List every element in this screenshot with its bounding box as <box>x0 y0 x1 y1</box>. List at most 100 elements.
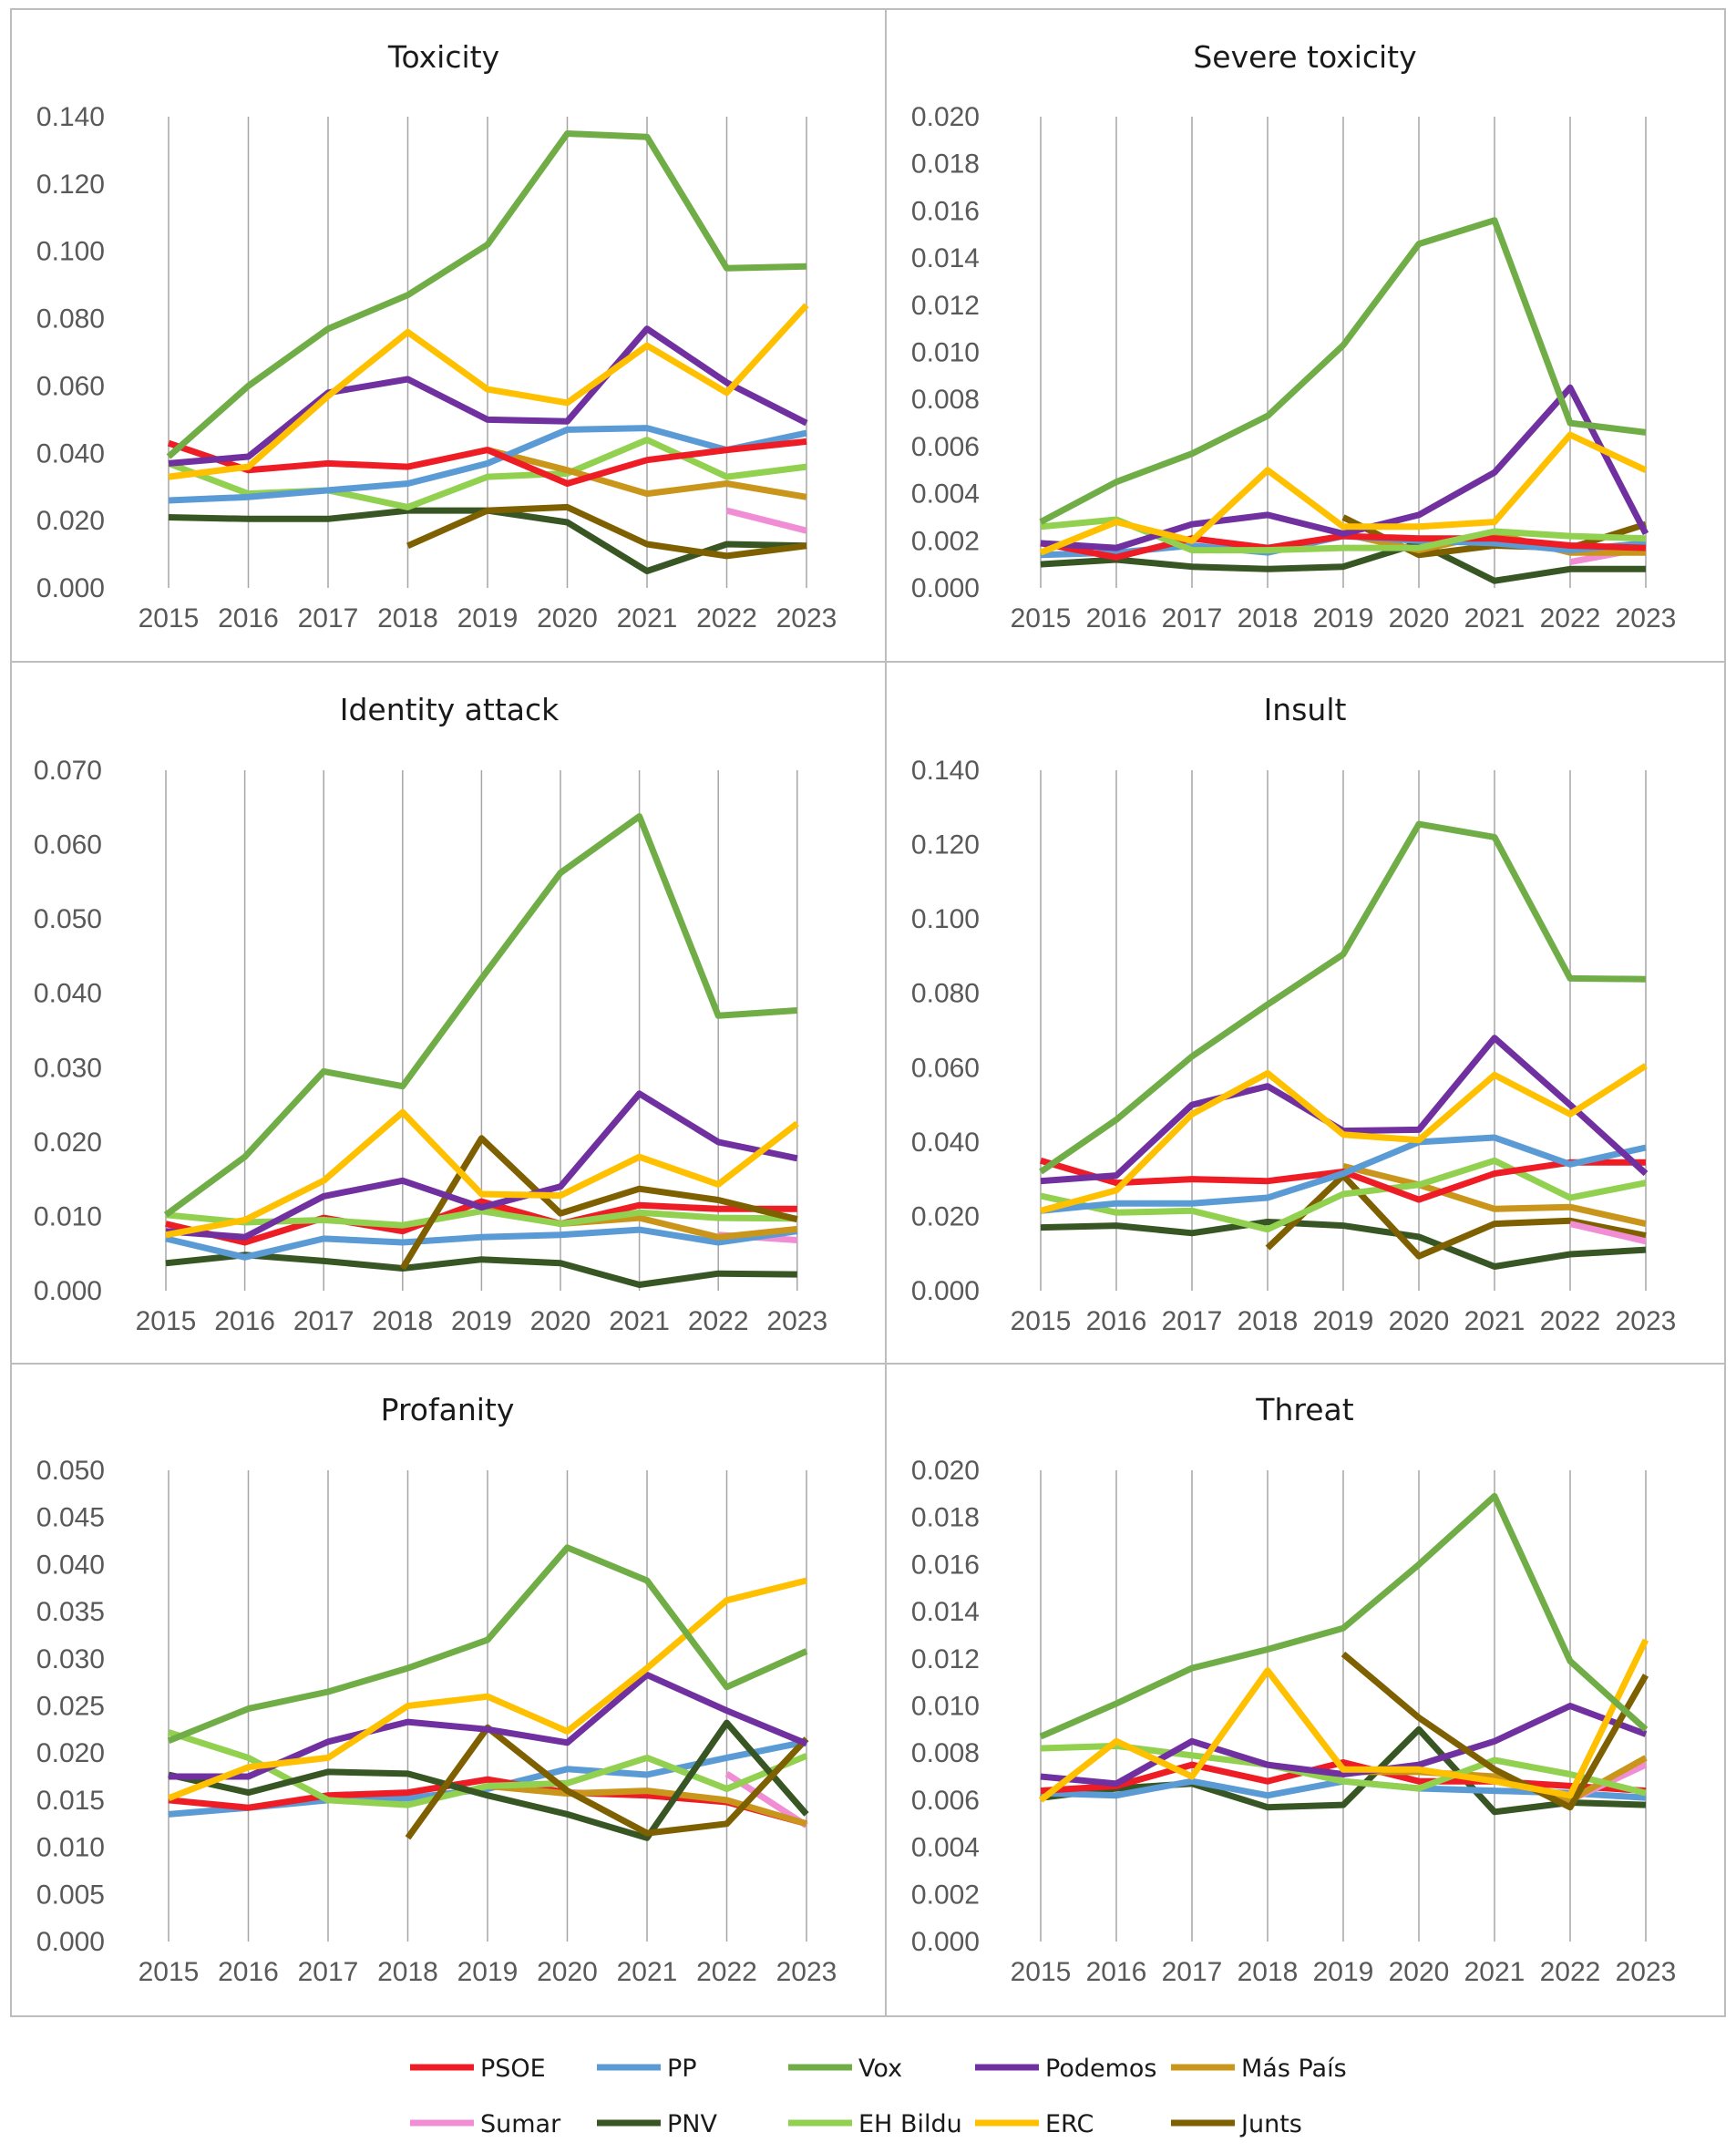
series-line-junts <box>405 1724 809 1840</box>
series-line-pnv <box>1040 1725 1647 1816</box>
series-line-eh-bildu <box>167 1729 808 1808</box>
series-line-pnv <box>165 1252 797 1288</box>
x-tick-label: 2022 <box>1540 1306 1601 1336</box>
legend-label: Más País <box>1241 2055 1347 2083</box>
x-tick-label: 2019 <box>451 1306 512 1336</box>
y-tick-label: 0.000 <box>34 1276 102 1306</box>
x-tick-label: 2020 <box>1389 1306 1450 1336</box>
series-line-pp <box>168 425 807 504</box>
x-tick-label: 2022 <box>1540 1957 1601 1987</box>
series-line-pnv <box>1040 540 1646 584</box>
y-tick-label: 0.070 <box>34 756 102 786</box>
series-line-psoe <box>167 438 807 487</box>
series-line-vox <box>163 813 798 1218</box>
y-tick-label: 0.016 <box>911 1550 980 1580</box>
y-tick-label: 0.018 <box>911 149 980 180</box>
panel-frame <box>885 8 1726 663</box>
x-tick-label: 2021 <box>617 1957 678 1987</box>
legend-item-psoe: PSOE <box>410 2055 546 2083</box>
y-tick-label: 0.006 <box>911 1786 980 1816</box>
series-line-vox <box>167 1544 808 1745</box>
series-line-junts <box>399 1135 798 1271</box>
legend-label: EH Bildu <box>858 2110 962 2138</box>
y-tick-label: 0.040 <box>911 1128 980 1158</box>
y-tick-label: 0.010 <box>911 1692 980 1722</box>
legend-item-vox: Vox <box>788 2055 902 2083</box>
x-tick-label: 2015 <box>1011 1957 1072 1987</box>
y-tick-label: 0.060 <box>36 371 105 401</box>
x-tick-label: 2022 <box>688 1306 749 1336</box>
series-line-podemos <box>1040 1703 1648 1787</box>
series-line-erc <box>1040 1063 1648 1214</box>
series-line-pp <box>165 1226 798 1261</box>
chart-title: Threat <box>1255 1392 1353 1427</box>
y-tick-label: 0.018 <box>911 1503 980 1533</box>
legend-item-erc: ERC <box>975 2110 1094 2138</box>
x-tick-label: 2017 <box>1162 1957 1223 1987</box>
x-tick-label: 2016 <box>218 603 279 634</box>
legend-label: Sumar <box>480 2110 561 2138</box>
legend-item-junts: Junts <box>1171 2110 1302 2138</box>
y-tick-label: 0.080 <box>911 979 980 1009</box>
y-tick-label: 0.014 <box>911 1597 980 1627</box>
x-tick-label: 2018 <box>372 1306 433 1336</box>
x-tick-label: 2020 <box>1389 603 1450 634</box>
y-tick-label: 0.000 <box>36 573 105 603</box>
y-tick-label: 0.000 <box>36 1927 105 1957</box>
series-line-vox <box>1039 217 1647 525</box>
y-tick-label: 0.008 <box>911 385 980 415</box>
x-tick-label: 2017 <box>1162 1306 1223 1336</box>
legend-label: Podemos <box>1045 2055 1156 2083</box>
legend-item-pnv: PNV <box>597 2110 717 2138</box>
legend-label: ERC <box>1045 2110 1094 2138</box>
x-tick-label: 2015 <box>136 1306 197 1336</box>
y-tick-label: 0.100 <box>36 237 105 267</box>
x-tick-label: 2018 <box>377 1957 438 1987</box>
series-line-podemos <box>165 1090 798 1241</box>
y-tick-label: 0.000 <box>911 573 980 603</box>
panel-frame <box>885 1363 1726 2017</box>
series-line-erc <box>165 1108 799 1239</box>
x-tick-label: 2018 <box>1238 1957 1299 1987</box>
y-tick-label: 0.020 <box>36 506 105 536</box>
y-tick-label: 0.030 <box>34 1053 102 1083</box>
x-tick-label: 2022 <box>696 603 757 634</box>
y-tick-label: 0.008 <box>911 1738 980 1768</box>
y-tick-label: 0.002 <box>911 1880 980 1910</box>
y-tick-label: 0.140 <box>911 756 980 786</box>
y-tick-label: 0.120 <box>911 830 980 860</box>
series-line-psoe <box>165 1198 797 1246</box>
series-line-erc <box>167 1577 807 1802</box>
x-tick-label: 2021 <box>609 1306 670 1336</box>
chart-panel-severe-toxicity: Severe toxicity 0.000 0.002 0.004 0.006 0.008… <box>885 8 1726 663</box>
y-tick-label: 0.025 <box>36 1692 105 1722</box>
chart-title: Severe toxicity <box>1193 39 1416 75</box>
legend-item-pp: PP <box>597 2055 697 2083</box>
y-tick-label: 0.100 <box>911 904 980 934</box>
series-line-sumar <box>1569 1221 1647 1245</box>
y-tick-label: 0.040 <box>34 979 102 1009</box>
y-tick-label: 0.016 <box>911 196 980 226</box>
y-tick-label: 0.020 <box>911 1456 980 1486</box>
x-tick-label: 2023 <box>776 603 837 634</box>
legend-label: PNV <box>667 2110 717 2138</box>
y-tick-label: 0.040 <box>36 1550 105 1580</box>
y-tick-label: 0.040 <box>36 438 105 469</box>
y-tick-label: 0.020 <box>911 102 980 132</box>
x-tick-label: 2017 <box>298 603 359 634</box>
x-tick-label: 2021 <box>1464 603 1525 634</box>
x-tick-label: 2020 <box>1389 1957 1450 1987</box>
series-line-mas-pais <box>1342 1163 1647 1228</box>
chart-panel-threat: Threat 0.000 0.002 0.004 0.006 0.008 0.010 0.01… <box>885 1363 1726 2017</box>
series-line-erc <box>1038 1638 1649 1803</box>
y-tick-label: 0.030 <box>36 1644 105 1674</box>
x-tick-label: 2020 <box>537 603 598 634</box>
y-tick-label: 0.012 <box>911 1644 980 1674</box>
series-line-junts <box>1265 1172 1647 1260</box>
y-tick-label: 0.010 <box>911 338 980 368</box>
series-line-junts <box>1341 1651 1649 1811</box>
y-tick-label: 0.120 <box>36 170 105 200</box>
y-tick-label: 0.005 <box>36 1880 105 1910</box>
y-tick-label: 0.002 <box>911 526 980 556</box>
x-tick-label: 2015 <box>139 603 200 634</box>
